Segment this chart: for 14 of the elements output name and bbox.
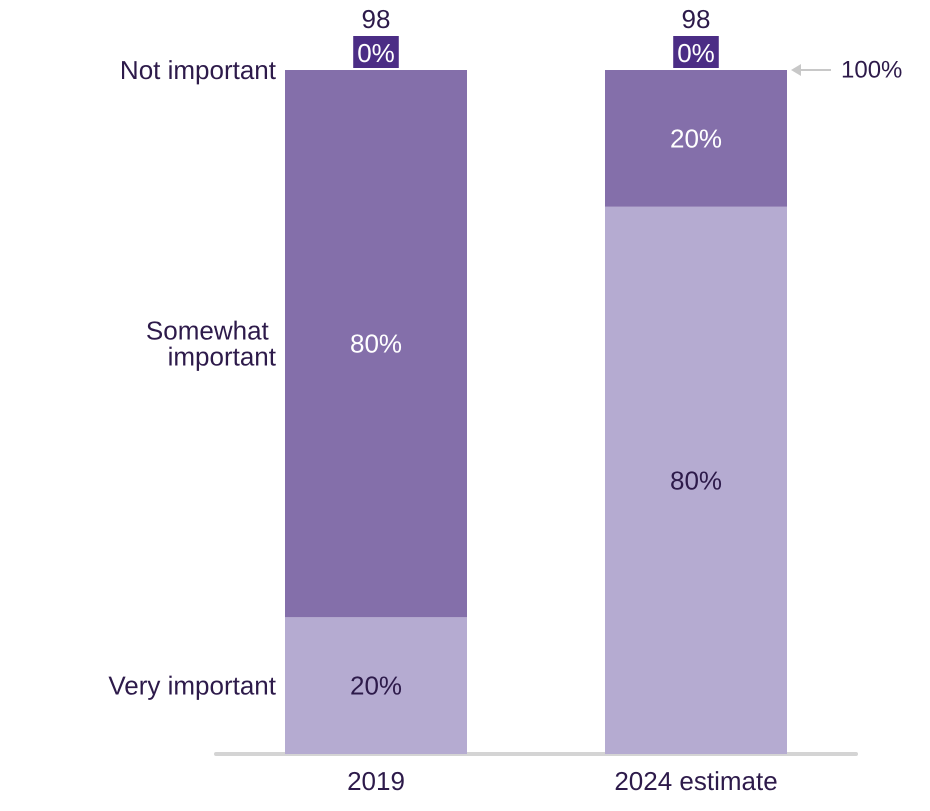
- data-label: 0%: [357, 38, 395, 68]
- x-tick-label: 2024 estimate: [614, 766, 778, 796]
- data-label: 80%: [670, 465, 722, 496]
- series-label: Very important: [108, 670, 277, 701]
- total-label: 98: [682, 4, 710, 34]
- total-label: 98: [362, 4, 390, 34]
- series-label: Somewhat important: [146, 316, 277, 372]
- x-tick-label: 2019: [347, 766, 405, 796]
- text: Not important: [120, 55, 277, 85]
- annotation: 100%: [841, 56, 902, 84]
- data-label: 20%: [670, 123, 722, 154]
- data-label: 0%: [677, 38, 715, 68]
- data-label: 80%: [350, 328, 402, 359]
- data-label: 20%: [350, 670, 402, 701]
